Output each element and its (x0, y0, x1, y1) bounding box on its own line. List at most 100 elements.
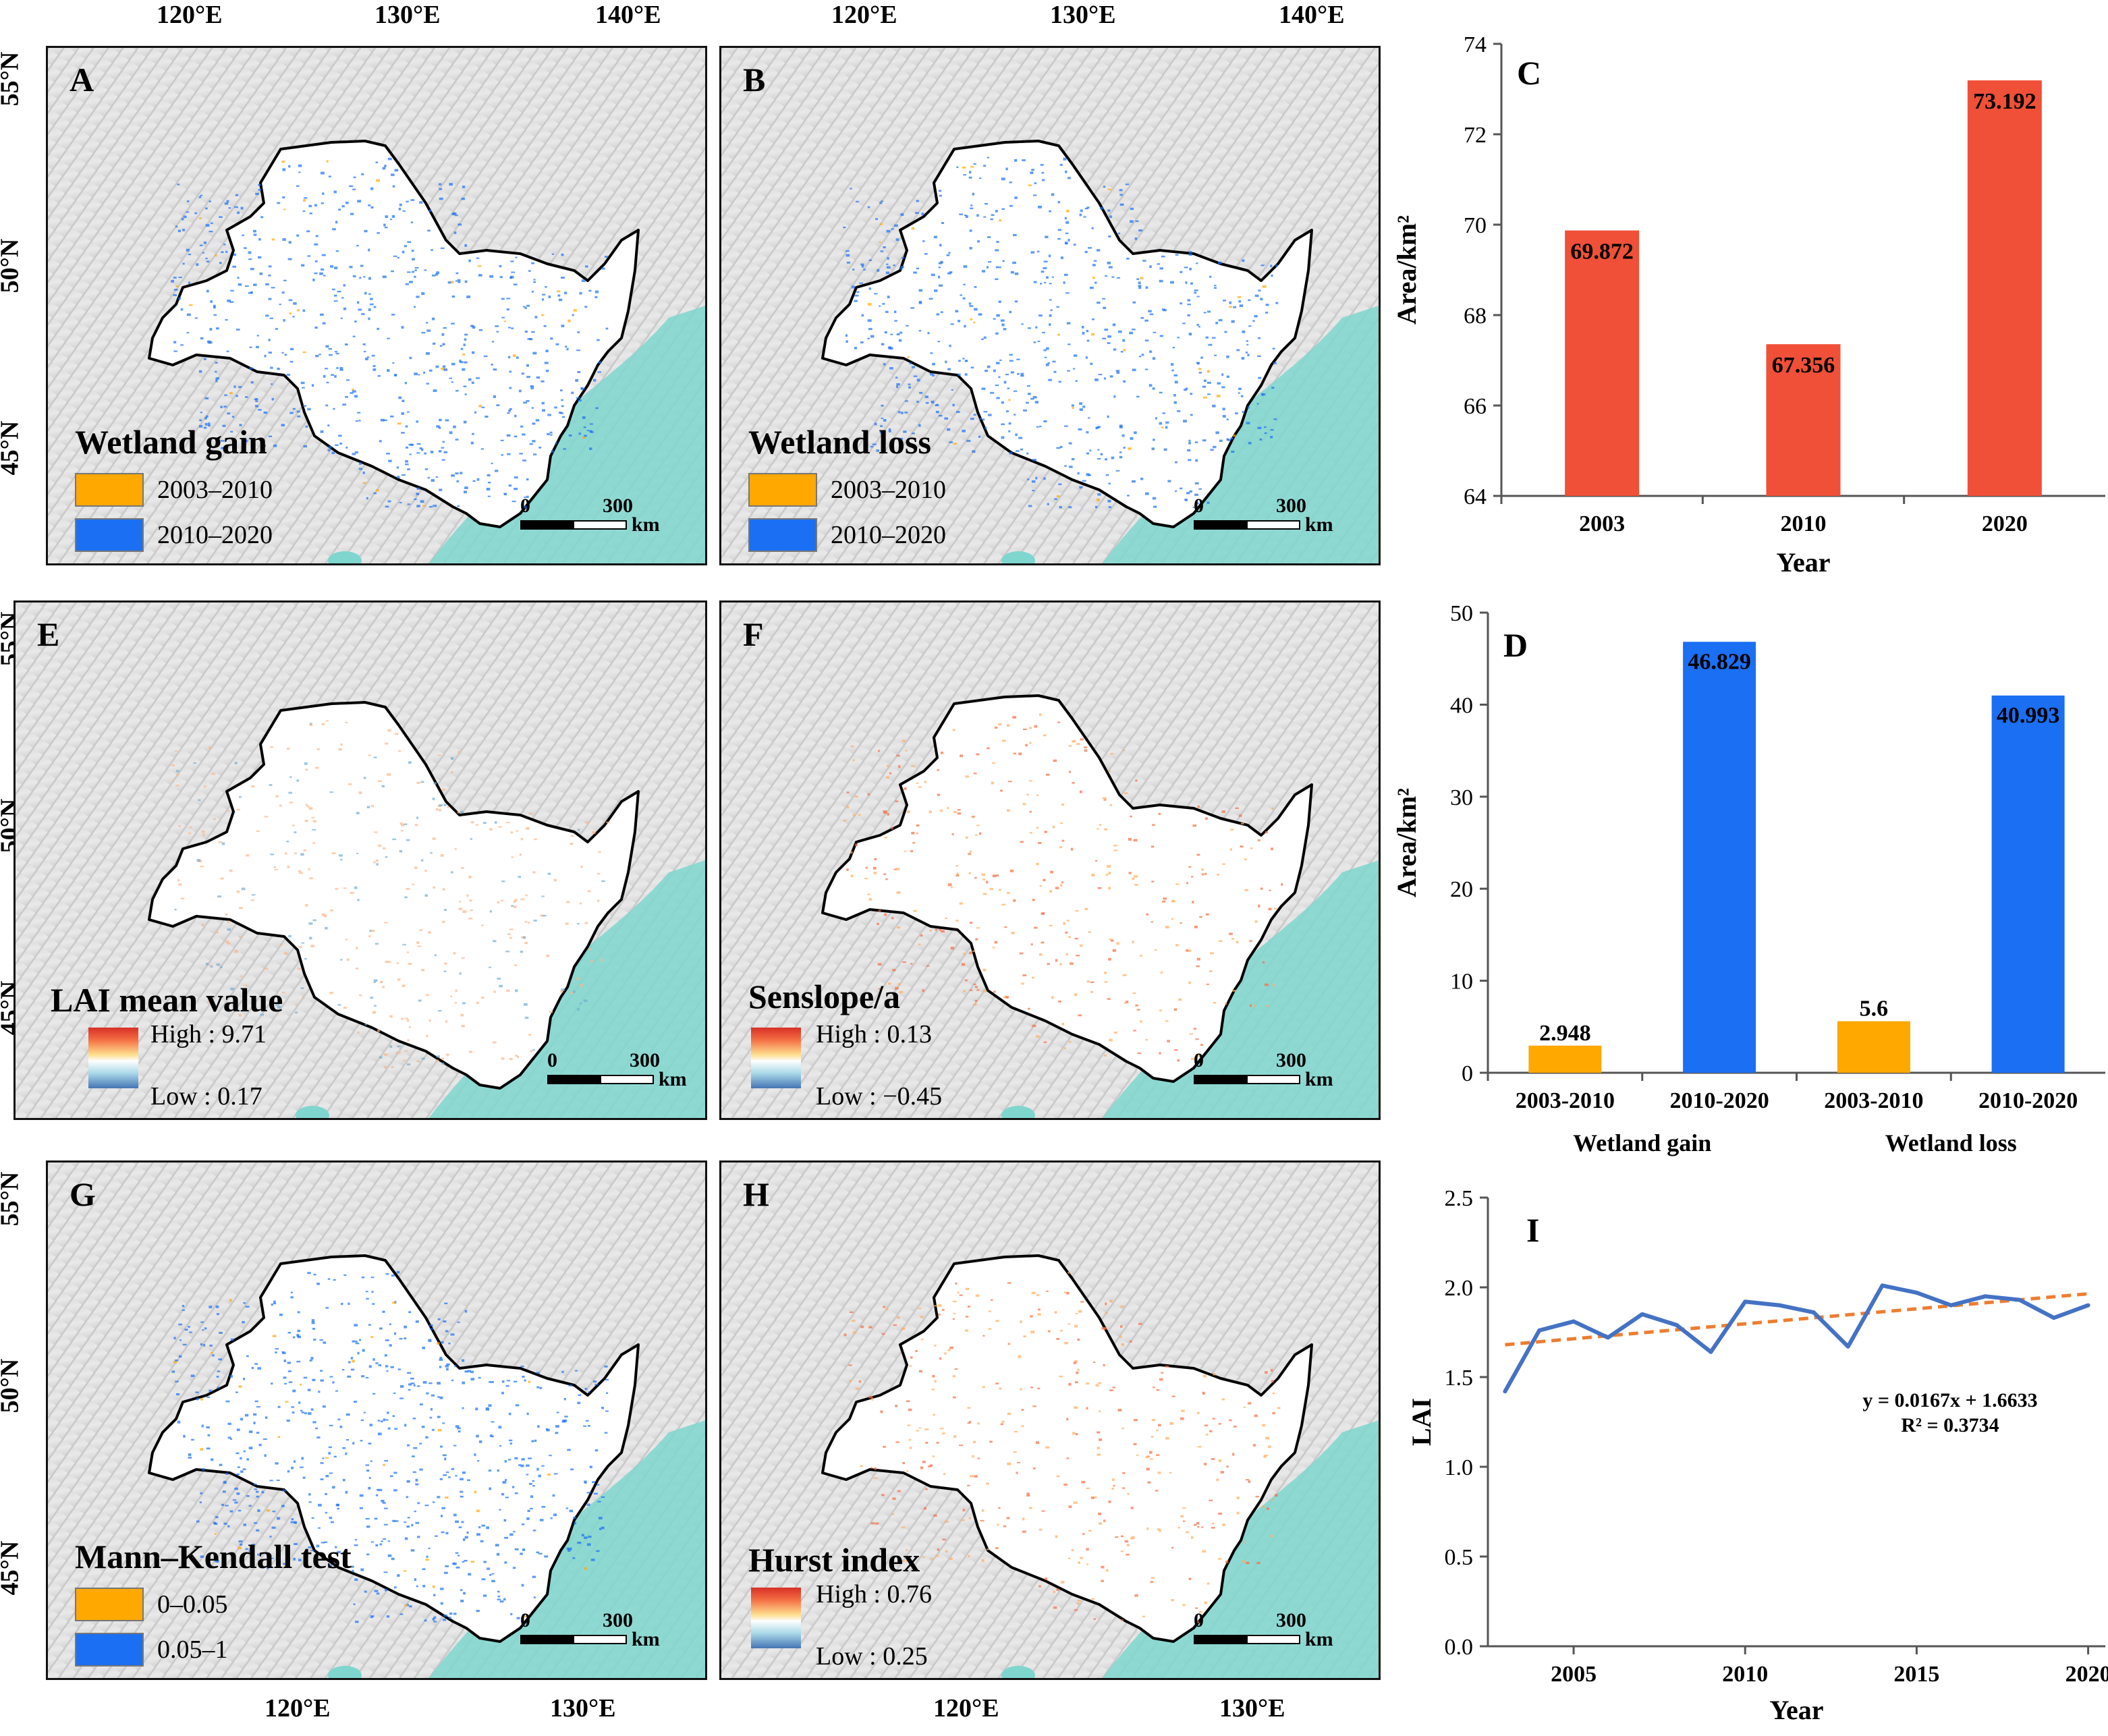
lon-label: 120°E (265, 1694, 331, 1723)
data-point (1880, 1283, 1885, 1288)
x-tick-label: 2010 (1781, 511, 1827, 536)
chart-i: 0.0 0.5 1.0 1.5 2.0 2.5 2005 2010 2015 2020 y = 0.… (1406, 1186, 2108, 1725)
y-tick-label: 74 (1464, 32, 1487, 57)
x-tick-label: 2015 (1893, 1662, 1939, 1687)
panel-label: G (70, 1175, 96, 1213)
x-tick-label: 2003-2010 (1516, 1088, 1615, 1113)
y-tick-label: 20 (1450, 877, 1473, 902)
map-pixel-data (843, 1272, 1281, 1623)
map-pixel-data (171, 720, 610, 1069)
y-tick-label: 40 (1450, 693, 1473, 718)
lat-label: 55°N (0, 1171, 24, 1227)
x-tick-label: 2003-2010 (1824, 1088, 1923, 1113)
lon-label: 130°E (550, 1694, 616, 1723)
legend-low: Low : 0.25 (816, 1642, 928, 1671)
legend-swatch (75, 1633, 144, 1667)
bar-value-label: 67.356 (1772, 353, 1835, 378)
scalebar-distance: 300 (1276, 495, 1306, 517)
chart-c: 64 66 68 70 72 74 69.872 2003 67.356 2010 73.192 20… (1391, 32, 2105, 578)
y-tick-label: 0 (1462, 1061, 1473, 1086)
map-graphic (721, 603, 1379, 1118)
legend-swatch (75, 518, 144, 552)
panel-label: H (743, 1175, 769, 1213)
data-point (1983, 1294, 1988, 1299)
panel-label: C (1517, 54, 1541, 92)
scalebar-zero: 0 (520, 495, 530, 517)
scalebar-segment (547, 1075, 601, 1084)
map-graphic (721, 48, 1379, 563)
bar (1991, 695, 2065, 1073)
map-panel-a: A Wetland gain 2003–2010 2010–2020 0 300 km (46, 46, 707, 565)
sea-area (1001, 1666, 1035, 1678)
group-label: Wetland gain (1573, 1129, 1711, 1156)
sea-area (328, 1666, 362, 1678)
bar (1967, 80, 2042, 497)
scalebar-unit: km (632, 513, 660, 536)
map-pixel-data (171, 157, 609, 509)
scalebar-segment (1194, 520, 1248, 530)
lon-label: 120°E (831, 1, 897, 29)
lai-series-line (1503, 1283, 2089, 1393)
data-point (1605, 1335, 1610, 1340)
legend-swatch (75, 1588, 144, 1621)
scalebar-zero: 0 (547, 1049, 557, 1071)
lat-label: 45°N (0, 1540, 24, 1596)
bar-value-label: 69.872 (1570, 240, 1634, 264)
data-point (1914, 1290, 1919, 1295)
data-point (1811, 1310, 1816, 1315)
y-tick-label: 2.5 (1445, 1186, 1474, 1211)
y-tick-label: 30 (1450, 785, 1473, 810)
data-point (1537, 1328, 1542, 1333)
scalebar-segment (1194, 1635, 1248, 1644)
scalebar-segment (573, 520, 627, 530)
scalebar-zero: 0 (520, 1609, 530, 1631)
chart-d: 0 10 20 30 40 50 2.948 2003-2010 46.829 2010-2020… (1391, 601, 2105, 1156)
x-tick-label: 2010-2020 (1978, 1088, 2078, 1113)
study-region-outline (821, 694, 1313, 1083)
scalebar-segment (1246, 520, 1300, 530)
map-graphic (48, 1163, 705, 1678)
panel-label: F (743, 615, 764, 653)
data-point (1743, 1299, 1748, 1304)
y-tick-label: 10 (1450, 970, 1473, 995)
lat-label: 55°N (0, 51, 24, 107)
x-tick-label: 2010-2020 (1669, 1088, 1769, 1113)
data-point (1949, 1303, 1953, 1308)
map-title: LAI mean value (51, 981, 283, 1019)
y-tick-label: 1.0 (1445, 1455, 1474, 1480)
sea-area (296, 1106, 329, 1118)
x-axis-title: Year (1770, 1695, 1824, 1725)
legend-label: 2003–2010 (831, 476, 946, 504)
scalebar-segment (573, 1635, 627, 1644)
lat-label: 50°N (0, 1358, 24, 1413)
x-tick-label: 2003 (1579, 511, 1625, 536)
map-panel-g: G Mann–Kendall test 0–0.05 0.05–1 0 300 km (46, 1160, 707, 1680)
lon-label: 120°E (157, 1, 223, 29)
y-tick-label: 68 (1464, 304, 1487, 329)
legend-high: High : 0.76 (816, 1580, 933, 1608)
x-tick-label: 2020 (1982, 511, 2028, 536)
data-point (2017, 1297, 2022, 1302)
data-point (2086, 1303, 2090, 1308)
lon-label: 130°E (1219, 1694, 1285, 1723)
legend-high: High : 0.13 (816, 1020, 933, 1048)
map-title: Wetland loss (748, 423, 931, 461)
scalebar-segment (520, 520, 574, 530)
y-tick-label: 1.5 (1445, 1366, 1474, 1391)
scalebar-zero: 0 (1194, 1609, 1204, 1631)
panel-label: E (37, 615, 60, 653)
map-title: Senslope/a (748, 978, 901, 1015)
data-point (1572, 1319, 1576, 1324)
bar-value-label: 5.6 (1860, 997, 1889, 1021)
x-tick-label: 2010 (1722, 1662, 1768, 1687)
scalebar-unit: km (1305, 1068, 1333, 1090)
lon-label: 130°E (375, 1, 441, 29)
scalebar-unit: km (659, 1068, 687, 1090)
data-point (2051, 1316, 2056, 1320)
scalebar-segment (1246, 1075, 1300, 1084)
trend-line (1505, 1292, 2088, 1347)
bar (1565, 230, 1640, 496)
y-tick-label: 66 (1464, 394, 1487, 419)
trend-r2: R² = 0.3734 (1901, 1414, 1999, 1436)
y-axis-title: Area/km² (1391, 215, 1422, 325)
